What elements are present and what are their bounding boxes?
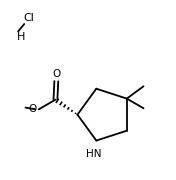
Text: O: O bbox=[28, 104, 37, 114]
Text: H: H bbox=[17, 32, 25, 42]
Text: O: O bbox=[52, 69, 61, 79]
Text: HN: HN bbox=[86, 148, 101, 159]
Text: Cl: Cl bbox=[23, 13, 34, 23]
